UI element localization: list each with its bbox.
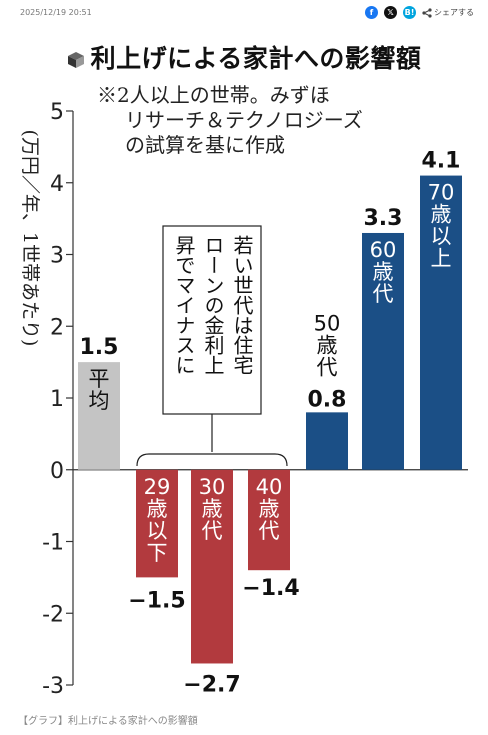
value-label: −2.7 — [183, 672, 240, 697]
annotation-bracket — [136, 453, 288, 467]
y-tick-label: -3 — [42, 674, 64, 699]
note-line: リサーチ＆テクノロジーズ — [125, 108, 363, 132]
x-icon[interactable]: 𝕏 — [384, 6, 397, 19]
bar-3 — [248, 469, 290, 571]
annotation-line: 若い世代は住宅 — [230, 235, 254, 375]
category-label: 40 歳代 — [256, 475, 283, 543]
value-label: 3.3 — [364, 206, 403, 231]
y-tick-label: 2 — [50, 315, 64, 340]
value-label: −1.4 — [242, 576, 299, 601]
value-label: −1.5 — [128, 588, 185, 613]
value-label: 1.5 — [80, 335, 119, 360]
bar-5 — [362, 232, 404, 470]
annotation-box — [162, 225, 262, 415]
category-label: 60 歳代 — [370, 238, 397, 306]
share-bar: f 𝕏 B! シェアする — [365, 6, 474, 19]
y-tick-label: -1 — [42, 531, 64, 556]
bars: 1.5 平均 −1.5 29 歳以下 −2.7 30 歳代 −1.4 40 歳代 0.8 50 歳代 3.3… — [78, 149, 462, 697]
annotation-line: ローンの金利上 — [201, 235, 225, 375]
chart-title: 利上げによる家計への影響額 — [90, 44, 422, 73]
y-tick-label: 0 — [50, 459, 64, 484]
y-axis-ticks: -3 -2 -1 0 1 2 3 4 5 — [42, 100, 73, 699]
bar-4 — [306, 412, 348, 470]
note-line: ※2人以上の世帯。みずほ — [97, 83, 330, 107]
cube-icon — [67, 52, 84, 68]
share-button[interactable]: シェアする — [422, 7, 474, 18]
y-tick-label: 3 — [50, 244, 64, 269]
y-tick-label: 1 — [50, 387, 64, 412]
category-label: 29 歳以下 — [144, 475, 171, 565]
note-line: の試算を基に作成 — [125, 133, 285, 157]
share-icon — [422, 7, 432, 18]
category-label: 平均 — [89, 367, 110, 413]
category-label: 30 歳代 — [199, 475, 226, 543]
y-axis-label: (万円／年、1世帯あたり) — [19, 130, 41, 347]
y-tick-label: 5 — [50, 100, 64, 125]
hatena-icon[interactable]: B! — [403, 6, 416, 19]
timestamp: 2025/12/19 20:51 — [20, 8, 92, 17]
share-label: シェアする — [434, 8, 474, 17]
facebook-icon[interactable]: f — [365, 6, 378, 19]
category-label: 50 歳代 — [314, 311, 341, 379]
chart-title-block: 利上げによる家計への影響額 — [0, 39, 488, 75]
figure-caption: 【グラフ】利上げによる家計への影響額 — [18, 716, 198, 727]
y-tick-label: 4 — [50, 172, 64, 197]
bar-2 — [191, 469, 233, 664]
annotation: 若い世代は住宅 ローンの金利上 昇でマイナスに — [136, 225, 288, 467]
value-label: 0.8 — [308, 387, 347, 412]
y-tick-label: -2 — [42, 602, 64, 627]
category-label: 70 歳以上 — [428, 181, 455, 271]
bar-0 — [78, 362, 120, 470]
bar-6 — [420, 175, 462, 470]
source-note: ※2人以上の世帯。みずほ リサーチ＆テクノロジーズ の試算を基に作成 — [97, 83, 363, 158]
annotation-line: 昇でマイナスに — [172, 235, 196, 375]
bar-1 — [136, 469, 178, 578]
value-label: 4.1 — [422, 149, 461, 174]
